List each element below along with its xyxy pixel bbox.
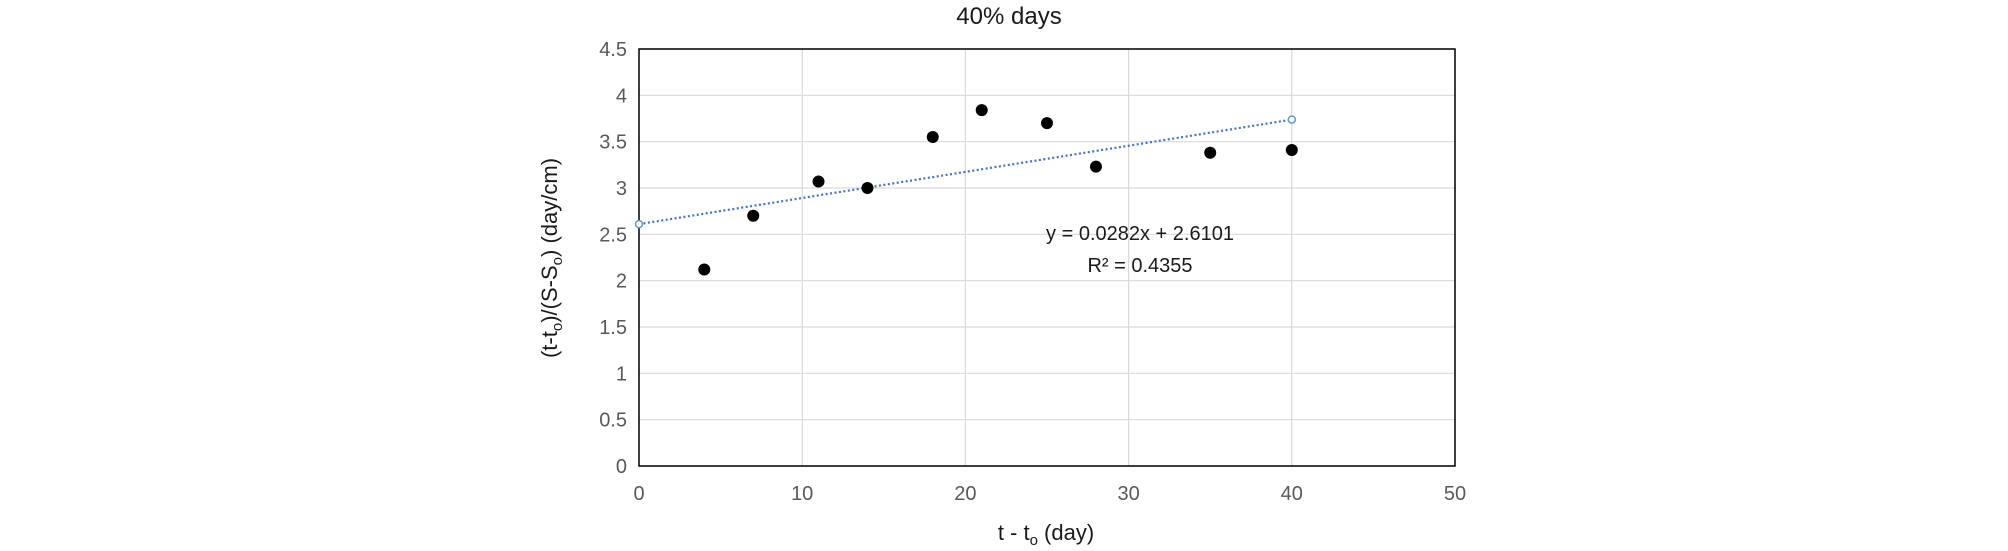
trendline-end-marker [1287, 115, 1297, 124]
y-tick-label-9: 4.5 [599, 39, 627, 61]
y-tick-label-8: 4 [616, 85, 627, 107]
y-tick-label-4: 2 [616, 271, 627, 293]
trendline-r-squared: R² = 0.4355 [1087, 255, 1192, 277]
y-tick-labels: 0 0.5 1 1.5 2 2.5 3 3.5 4 4.5 [599, 39, 627, 478]
data-point-5 [975, 104, 988, 117]
y-tick-label-7: 3.5 [599, 132, 627, 154]
x-tick-labels: 0 10 20 30 40 50 [633, 483, 1466, 505]
plot-area-frame [638, 48, 1456, 467]
y-tick-label-5: 2.5 [599, 224, 627, 246]
y-axis-label-part2: )/(S-S [537, 265, 562, 322]
x-tick-label-1: 10 [791, 483, 813, 505]
x-axis-label-subscript: o [1030, 532, 1038, 549]
chart-title: 40% days [956, 3, 1061, 30]
data-point-2 [812, 175, 825, 188]
x-tick-label-5: 50 [1444, 483, 1466, 505]
x-tick-label-4: 40 [1281, 483, 1303, 505]
y-axis-label: (t-to)/(S-So) (day/cm) [537, 158, 566, 358]
data-point-0 [698, 263, 711, 276]
x-tick-label-2: 20 [954, 483, 976, 505]
y-tick-label-0: 0 [616, 456, 627, 478]
y-tick-label-3: 1.5 [599, 317, 627, 339]
data-point-1 [747, 209, 760, 222]
data-point-4 [926, 131, 939, 144]
data-points [698, 104, 1298, 276]
y-tick-label-6: 3 [616, 178, 627, 200]
x-tick-label-0: 0 [633, 483, 644, 505]
trendline [638, 118, 1292, 226]
x-tick-label-3: 30 [1117, 483, 1139, 505]
data-point-3 [861, 182, 874, 194]
x-axis-label-main: t - t [998, 520, 1030, 545]
y-axis-label-sub2: o [549, 257, 566, 265]
x-axis-label: t - to (day) [998, 520, 1094, 549]
x-axis-label-rest: (day) [1038, 520, 1094, 545]
data-point-6 [1041, 117, 1053, 130]
y-tick-label-2: 1 [616, 363, 627, 385]
trendline-group [634, 115, 1297, 229]
y-tick-label-1: 0.5 [599, 410, 627, 432]
trendline-equation: y = 0.0282x + 2.6101 [1046, 223, 1234, 245]
y-axis-label-part3: ) (day/cm) [537, 158, 562, 257]
y-axis-label-part1: (t-t [537, 331, 562, 358]
data-point-8 [1204, 146, 1217, 159]
y-axis-label-sub1: o [549, 323, 566, 331]
data-point-9 [1285, 144, 1298, 157]
grid-lines [638, 48, 1456, 467]
trendline-start-marker [634, 219, 644, 229]
data-point-7 [1089, 160, 1102, 173]
